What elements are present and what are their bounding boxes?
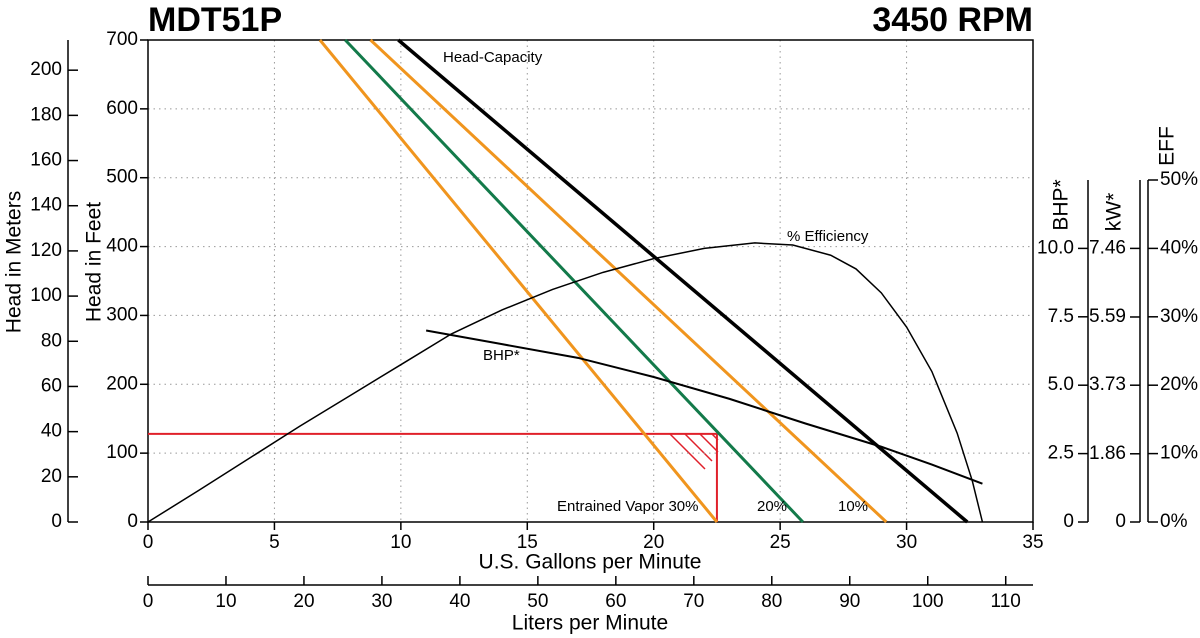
chart-title: MDT51P xyxy=(148,1,282,39)
x2-tick-label: 110 xyxy=(991,591,1021,612)
x-tick-label: 5 xyxy=(269,532,280,553)
series-line xyxy=(318,39,719,523)
y3-tick-label: 0 xyxy=(1063,511,1074,532)
x-tick-label: 15 xyxy=(517,532,538,553)
x2-tick-label: 90 xyxy=(839,591,860,612)
curve-label: 10% xyxy=(838,498,868,515)
series-line xyxy=(147,242,984,523)
x2-tick-label: 40 xyxy=(449,591,470,612)
y4-axis-title: kW* xyxy=(1103,193,1126,232)
y4-tick-label: 0 xyxy=(1115,511,1126,532)
y3-tick-label: 5.0 xyxy=(1048,374,1074,395)
y2-tick-label: 80 xyxy=(41,330,62,351)
curve-label: % Efficiency xyxy=(787,228,869,245)
y5-tick-label: 10% xyxy=(1160,443,1198,464)
y-axis-title: Head in Feet xyxy=(83,202,106,322)
hatch xyxy=(669,433,719,470)
x-tick-label: 10 xyxy=(390,532,411,553)
x2-tick-label: 80 xyxy=(761,591,782,612)
series-line xyxy=(344,38,804,524)
x-tick-label: 20 xyxy=(643,532,664,553)
y2-tick-label: 200 xyxy=(30,59,62,80)
x2-tick-label: 70 xyxy=(683,591,704,612)
y2-tick-label: 60 xyxy=(41,375,62,396)
series-line xyxy=(369,38,888,524)
plot-frame xyxy=(147,39,1034,523)
y-tick-label: 200 xyxy=(106,373,138,394)
y-tick-label: 400 xyxy=(106,236,138,257)
x-axis-title: U.S. Gallons per Minute xyxy=(479,551,702,574)
x2-tick-label: 0 xyxy=(143,591,154,612)
y2-axis-title: Head in Meters xyxy=(3,191,26,333)
y2-tick-label: 40 xyxy=(41,421,62,442)
y-tick-label: 500 xyxy=(106,167,138,188)
x-tick-label: 0 xyxy=(143,532,154,553)
y4-tick-label: 5.59 xyxy=(1089,306,1126,327)
curve-label: Entrained Vapor 30% xyxy=(557,498,698,515)
y2-tick-label: 120 xyxy=(30,240,62,261)
y4-tick-label: 1.86 xyxy=(1089,443,1126,464)
y2-tick-label: 100 xyxy=(30,285,62,306)
y5-tick-label: 40% xyxy=(1160,237,1198,258)
series-line xyxy=(397,38,969,524)
x2-tick-label: 50 xyxy=(527,591,548,612)
y5-tick-label: 0% xyxy=(1160,511,1188,532)
y2-tick-label: 20 xyxy=(41,466,62,487)
y2-tick-label: 160 xyxy=(30,150,62,171)
y3-tick-label: 2.5 xyxy=(1048,443,1074,464)
y-tick-label: 600 xyxy=(106,98,138,119)
curve-label: Head-Capacity xyxy=(443,49,543,66)
series-line xyxy=(425,329,983,485)
x2-tick-label: 100 xyxy=(912,591,944,612)
y5-tick-label: 30% xyxy=(1160,306,1198,327)
y5-tick-label: 20% xyxy=(1160,374,1198,395)
x2-tick-label: 60 xyxy=(605,591,626,612)
x2-axis-title: Liters per Minute xyxy=(512,612,668,635)
y-tick-label: 0 xyxy=(127,511,138,532)
y-tick-label: 300 xyxy=(106,304,138,325)
chart-subtitle: 3450 RPM xyxy=(872,1,1033,39)
x-tick-label: 30 xyxy=(896,532,917,553)
x-tick-label: 25 xyxy=(770,532,791,553)
y2-tick-label: 180 xyxy=(30,104,62,125)
y3-tick-label: 7.5 xyxy=(1048,306,1074,327)
x2-tick-label: 10 xyxy=(215,591,236,612)
y5-axis-title: EFF xyxy=(1156,126,1179,166)
y-tick-label: 700 xyxy=(106,29,138,50)
y3-tick-label: 10.0 xyxy=(1037,237,1074,258)
x2-tick-label: 30 xyxy=(371,591,392,612)
curve-label: BHP* xyxy=(483,347,520,364)
x2-tick-label: 20 xyxy=(293,591,314,612)
curve-label: 20% xyxy=(757,498,787,515)
y4-tick-label: 7.46 xyxy=(1089,237,1126,258)
y2-tick-label: 0 xyxy=(51,511,62,532)
y5-tick-label: 50% xyxy=(1160,169,1198,190)
y3-axis-title: BHP* xyxy=(1050,179,1073,230)
x-tick-label: 35 xyxy=(1022,532,1043,553)
y-tick-label: 100 xyxy=(106,442,138,463)
y2-tick-label: 140 xyxy=(30,195,62,216)
y4-tick-label: 3.73 xyxy=(1089,374,1126,395)
